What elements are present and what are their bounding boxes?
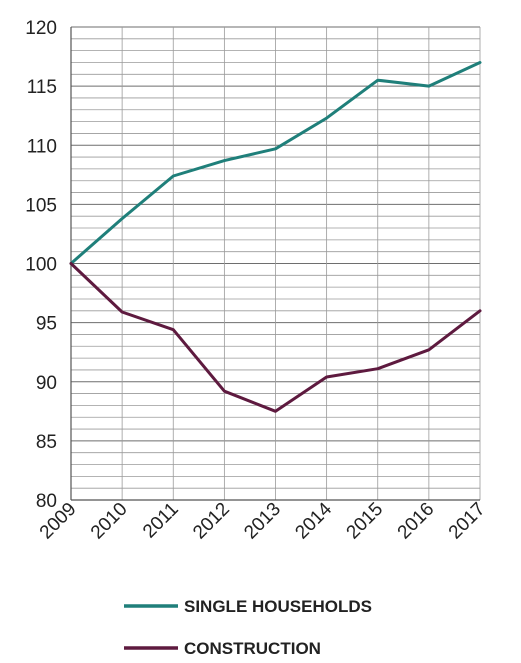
series-lines bbox=[69, 61, 482, 413]
series-line-single-households bbox=[69, 61, 482, 265]
x-tick-label: 2016 bbox=[394, 499, 439, 544]
x-tick-label: 2011 bbox=[139, 499, 183, 543]
x-tick-label: 2017 bbox=[445, 499, 490, 544]
y-tick-label: 90 bbox=[36, 373, 57, 394]
x-tick-label: 2013 bbox=[240, 499, 285, 544]
y-tick-label: 100 bbox=[25, 255, 57, 276]
legend-item: SINGLE HOUSEHOLDS bbox=[124, 597, 372, 616]
legend-label: SINGLE HOUSEHOLDS bbox=[184, 597, 372, 616]
y-tick-label: 105 bbox=[25, 195, 57, 216]
legend-label: CONSTRUCTION bbox=[184, 639, 321, 658]
grid bbox=[70, 26, 481, 501]
y-tick-label: 80 bbox=[36, 491, 57, 512]
y-tick-label: 110 bbox=[27, 136, 57, 157]
x-tick-label: 2010 bbox=[87, 499, 132, 544]
y-tick-label: 85 bbox=[36, 432, 57, 453]
x-tick-label: 2012 bbox=[189, 499, 234, 544]
x-axis-ticks: 2009 2010 2011 2012 2013 2014 2015 2016 2017 bbox=[36, 498, 490, 543]
series-line-construction bbox=[69, 262, 482, 413]
x-tick-label: 2014 bbox=[291, 498, 336, 543]
y-axis-ticks: 80 85 90 95 100 105 110 115 120 bbox=[25, 18, 57, 512]
legend-item: CONSTRUCTION bbox=[124, 639, 321, 658]
y-tick-label: 120 bbox=[25, 18, 57, 39]
y-tick-label: 115 bbox=[27, 77, 57, 98]
y-tick-label: 95 bbox=[36, 314, 57, 335]
legend: SINGLE HOUSEHOLDS CONSTRUCTION bbox=[124, 597, 372, 658]
x-tick-label: 2015 bbox=[343, 499, 388, 544]
